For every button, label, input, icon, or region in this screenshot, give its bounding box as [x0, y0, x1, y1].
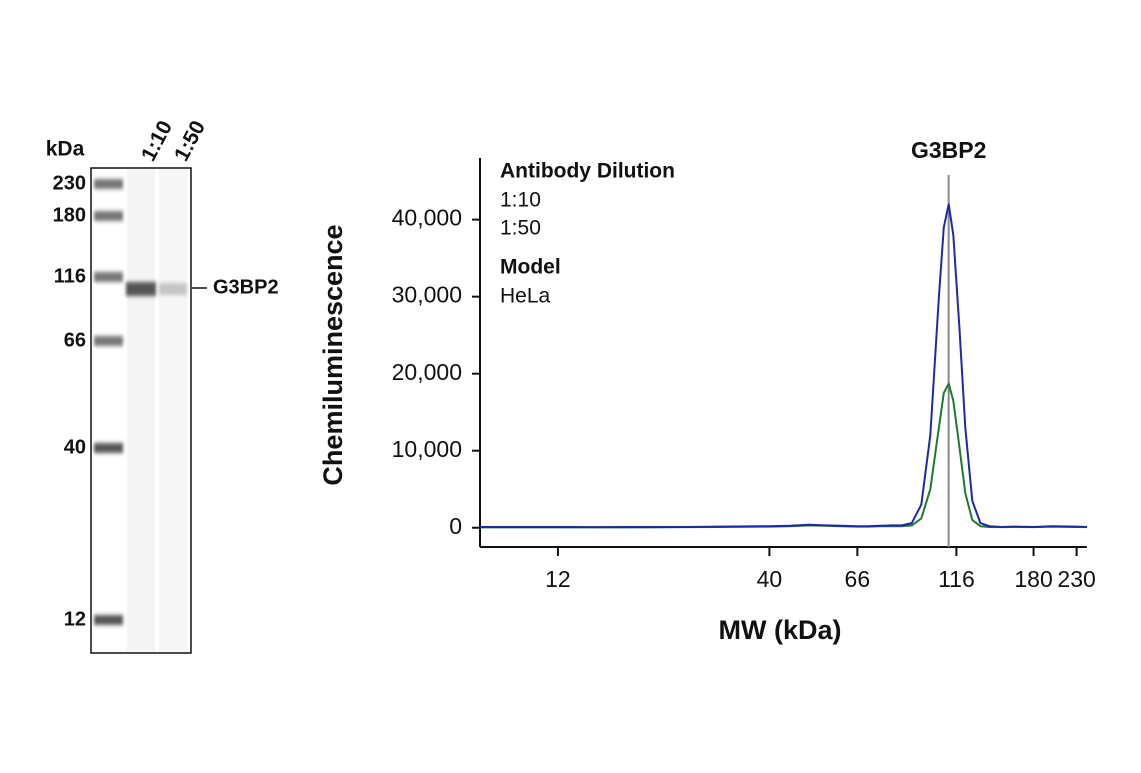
- marker-label: 40: [64, 436, 86, 458]
- y-axis-label: Chemiluminescence: [318, 224, 348, 485]
- y-tick-label: 40,000: [392, 205, 462, 231]
- model-name: HeLa: [500, 285, 551, 308]
- x-tick-label: 12: [545, 566, 571, 592]
- lane-background: [159, 169, 187, 652]
- ladder-band: [94, 443, 123, 453]
- x-tick-label: 116: [938, 566, 975, 592]
- x-tick-label: 66: [845, 566, 871, 592]
- y-tick-label: 30,000: [392, 282, 462, 308]
- legend-entry: 1:10: [500, 189, 541, 212]
- x-tick-label: 180: [1014, 566, 1052, 592]
- model-title: Model: [500, 256, 561, 279]
- legend-entry: 1:50: [500, 217, 541, 240]
- ladder-band: [94, 336, 123, 346]
- band: [126, 282, 156, 296]
- lane-label: 1:50: [170, 117, 210, 165]
- y-tick-label: 20,000: [392, 359, 462, 385]
- series-line: [480, 382, 1088, 529]
- ladder-band: [94, 272, 123, 282]
- lane-background: [127, 169, 155, 652]
- ladder-band: [94, 179, 123, 189]
- x-axis-label: MW (kDa): [719, 615, 842, 645]
- marker-label: 230: [53, 172, 86, 194]
- chart: Chemiluminescence MW (kDa) Antibody Dilu…: [318, 137, 1096, 645]
- band-label: G3BP2: [213, 276, 279, 298]
- band: [159, 283, 187, 295]
- unit-label: kDa: [46, 138, 85, 161]
- marker-label: 12: [64, 608, 86, 630]
- marker-label: 116: [54, 265, 86, 287]
- marker-label: 66: [64, 329, 86, 351]
- ladder-band: [94, 615, 123, 625]
- ladder-band: [94, 211, 123, 221]
- x-tick-label: 230: [1057, 566, 1095, 592]
- gel: kDa 1:10 1:50 G3BP2 230 180 116 66 40 12: [46, 117, 279, 654]
- lane-label: 1:10: [137, 117, 177, 165]
- legend-title: Antibody Dilution: [500, 160, 675, 183]
- annotation-label: G3BP2: [911, 137, 986, 163]
- y-tick-label: 0: [449, 513, 462, 539]
- series-line: [480, 203, 1088, 529]
- marker-label: 180: [53, 204, 86, 226]
- y-tick-label: 10,000: [392, 436, 462, 462]
- x-tick-label: 40: [757, 566, 783, 592]
